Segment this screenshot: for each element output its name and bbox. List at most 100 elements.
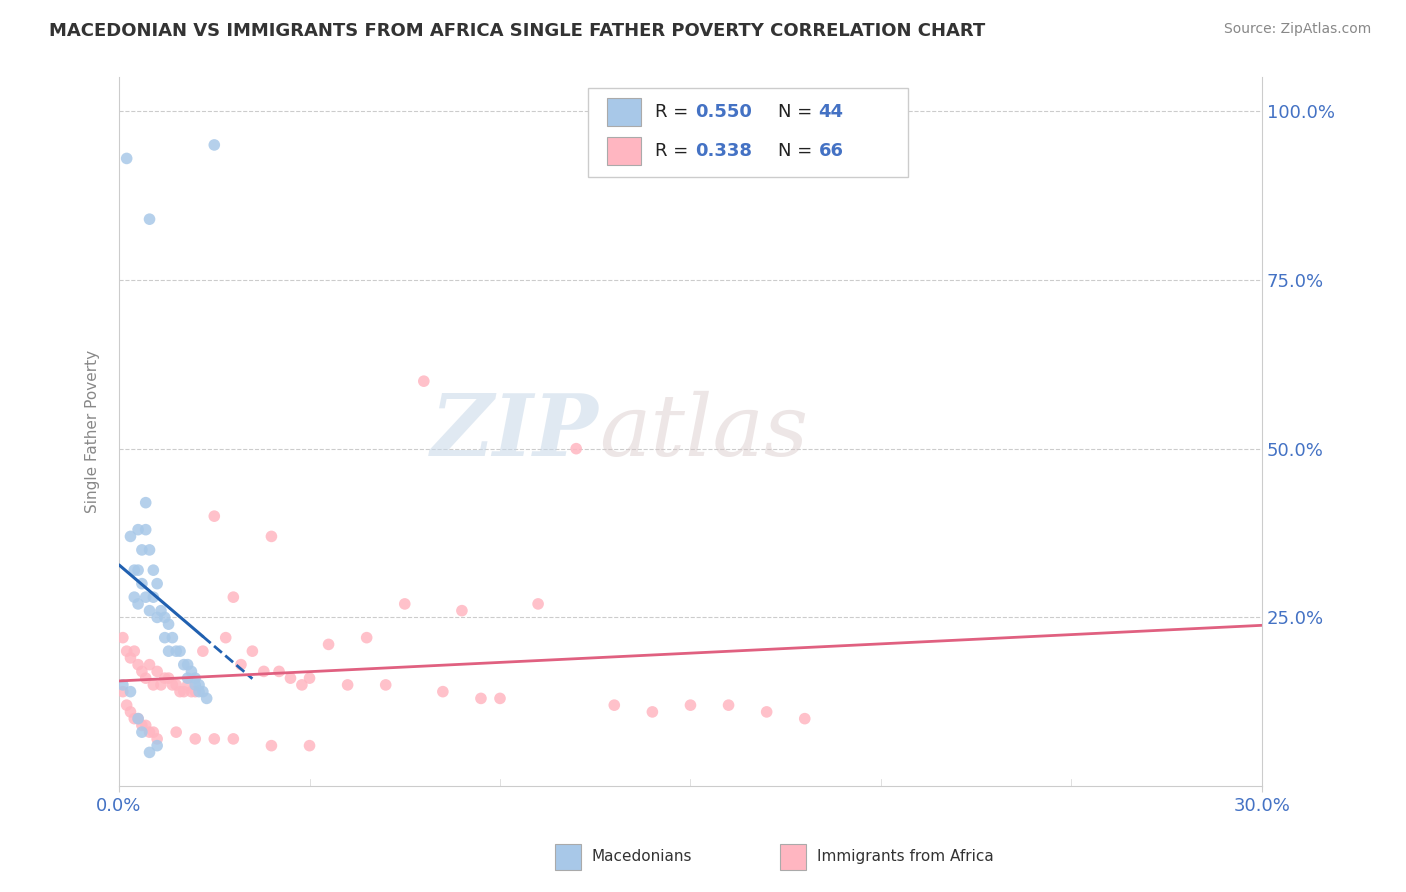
Point (755, 705, 778, 719)
Text: Immigrants from Africa: Immigrants from Africa (817, 849, 994, 864)
Point (135, 523, 157, 537)
Point (111, 684, 134, 698)
Point (135, 718, 157, 732)
Point (202, 731, 225, 746)
Point (124, 590, 146, 604)
Point (138, 542, 160, 557)
Point (184, 684, 207, 698)
Point (124, 712, 146, 726)
Point (176, 657, 198, 672)
Point (142, 678, 165, 692)
Point (135, 671, 157, 685)
Point (146, 731, 169, 746)
Point (641, 705, 664, 719)
Point (138, 212, 160, 227)
Point (412, 374, 434, 388)
Text: 44: 44 (818, 103, 844, 121)
Point (260, 529, 283, 543)
Point (124, 644, 146, 658)
Point (793, 712, 815, 726)
Point (115, 644, 138, 658)
Point (298, 671, 321, 685)
Point (291, 678, 314, 692)
Point (184, 671, 207, 685)
Text: Macedonians: Macedonians (592, 849, 692, 864)
Point (111, 631, 134, 645)
Point (146, 665, 169, 679)
Text: Source: ZipAtlas.com: Source: ZipAtlas.com (1223, 22, 1371, 37)
Point (131, 718, 153, 732)
Point (111, 678, 134, 692)
Point (127, 712, 149, 726)
Point (127, 712, 149, 726)
Y-axis label: Single Father Poverty: Single Father Poverty (86, 351, 100, 514)
Text: 66: 66 (818, 142, 844, 161)
Point (180, 665, 202, 679)
Point (146, 610, 169, 624)
Point (115, 698, 138, 713)
Point (127, 523, 149, 537)
Point (202, 137, 225, 152)
Point (470, 691, 492, 706)
Point (336, 678, 359, 692)
Point (195, 691, 218, 706)
Point (260, 739, 283, 753)
Point (131, 576, 153, 591)
Text: N =: N = (779, 142, 818, 161)
Point (135, 590, 157, 604)
Point (280, 671, 302, 685)
Point (146, 576, 169, 591)
Bar (607, 137, 641, 165)
Point (191, 644, 214, 658)
Point (184, 678, 207, 692)
Point (127, 597, 149, 611)
Point (138, 657, 160, 672)
Point (180, 684, 202, 698)
Point (451, 604, 474, 618)
Point (135, 496, 157, 510)
Point (124, 563, 146, 577)
Point (153, 631, 176, 645)
Point (127, 657, 149, 672)
Point (679, 698, 702, 713)
Point (157, 644, 180, 658)
Point (142, 590, 165, 604)
Point (153, 610, 176, 624)
Point (131, 725, 153, 739)
Point (176, 678, 198, 692)
Point (131, 665, 153, 679)
Point (131, 542, 153, 557)
Point (253, 665, 276, 679)
Point (374, 678, 396, 692)
Point (115, 152, 138, 166)
Text: N =: N = (779, 103, 818, 121)
Point (138, 725, 160, 739)
Point (188, 684, 211, 698)
FancyBboxPatch shape (588, 88, 908, 177)
Point (222, 590, 245, 604)
Point (717, 698, 740, 713)
Text: 0.550: 0.550 (695, 103, 752, 121)
Point (165, 678, 187, 692)
Point (120, 705, 142, 719)
Point (146, 739, 169, 753)
Point (188, 678, 211, 692)
Point (242, 644, 264, 658)
Text: R =: R = (655, 103, 695, 121)
Point (356, 631, 378, 645)
Point (267, 665, 290, 679)
Point (142, 563, 165, 577)
Point (222, 731, 245, 746)
Point (149, 678, 172, 692)
Point (489, 691, 512, 706)
Point (138, 745, 160, 759)
Point (162, 631, 184, 645)
Point (173, 684, 195, 698)
Point (298, 739, 321, 753)
Point (142, 725, 165, 739)
Point (138, 604, 160, 618)
Text: MACEDONIAN VS IMMIGRANTS FROM AFRICA SINGLE FATHER POVERTY CORRELATION CHART: MACEDONIAN VS IMMIGRANTS FROM AFRICA SIN… (49, 22, 986, 40)
Point (527, 597, 550, 611)
Point (169, 644, 191, 658)
Text: atlas: atlas (599, 391, 808, 473)
